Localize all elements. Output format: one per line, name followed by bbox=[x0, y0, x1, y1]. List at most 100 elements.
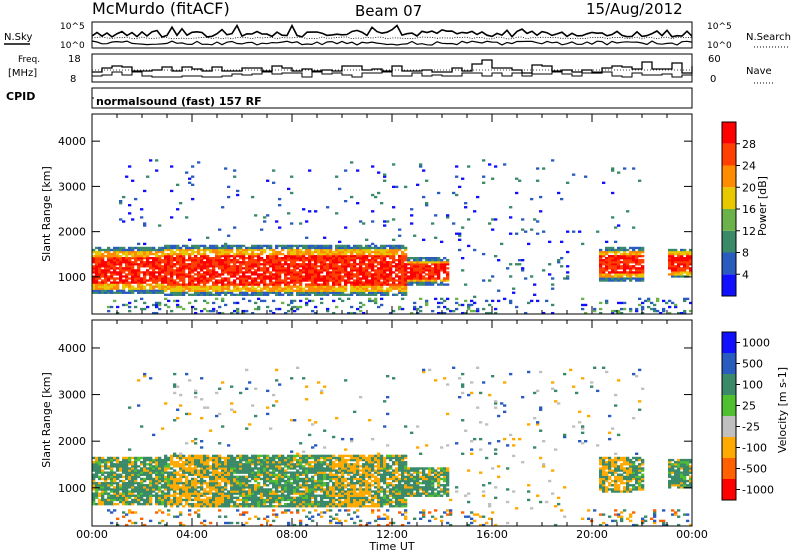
power-cell bbox=[362, 289, 366, 292]
power-cell bbox=[377, 267, 381, 270]
velocity-cell bbox=[221, 486, 225, 489]
power-cell bbox=[611, 267, 615, 270]
power-cell bbox=[308, 250, 312, 254]
power-cell bbox=[245, 250, 249, 254]
velocity-cell bbox=[305, 473, 309, 476]
power-cell bbox=[386, 220, 390, 223]
power-cell bbox=[356, 273, 360, 276]
power-cell bbox=[281, 263, 285, 266]
power-cell bbox=[389, 283, 393, 286]
power-cell bbox=[200, 265, 204, 268]
power-cell bbox=[365, 259, 369, 262]
velocity-cell bbox=[242, 488, 246, 491]
velocity-cell bbox=[308, 463, 312, 466]
power-cell bbox=[632, 246, 636, 250]
power-cell bbox=[623, 252, 627, 256]
velocity-cell bbox=[113, 465, 117, 468]
velocity-cell bbox=[179, 502, 183, 506]
power-cell bbox=[683, 267, 687, 270]
power-cell bbox=[119, 289, 123, 292]
power-cell bbox=[326, 269, 330, 272]
power-cell bbox=[425, 265, 429, 268]
power-cell bbox=[164, 265, 168, 268]
power-cell bbox=[362, 285, 366, 288]
power-cell bbox=[353, 246, 357, 250]
velocity-cell bbox=[254, 498, 258, 502]
velocity-cell bbox=[221, 492, 225, 495]
power-cell bbox=[683, 252, 687, 256]
velocity-cell bbox=[236, 469, 240, 472]
velocity-cell bbox=[221, 475, 225, 479]
power-cell bbox=[617, 311, 621, 315]
power-cell bbox=[368, 248, 372, 252]
velocity-cell bbox=[164, 502, 168, 506]
velocity-cell bbox=[104, 463, 108, 466]
power-cell bbox=[632, 277, 636, 280]
power-cell bbox=[197, 289, 201, 292]
velocity-cell bbox=[116, 458, 120, 462]
velocity-cell bbox=[101, 477, 105, 481]
velocity-cell bbox=[239, 460, 243, 464]
power-cell bbox=[275, 267, 279, 270]
velocity-cell bbox=[284, 481, 288, 485]
power-cell bbox=[143, 307, 147, 311]
velocity-cell bbox=[155, 473, 159, 476]
power-cell bbox=[632, 254, 636, 258]
power-cell bbox=[320, 291, 324, 294]
power-cell bbox=[278, 275, 282, 278]
velocity-cell bbox=[113, 456, 117, 460]
power-cell bbox=[119, 199, 123, 203]
velocity-cell bbox=[188, 465, 192, 468]
power-cell bbox=[377, 273, 381, 276]
power-cell bbox=[389, 269, 393, 272]
velocity-cell bbox=[215, 494, 219, 497]
power-cell bbox=[398, 307, 402, 311]
power-cell bbox=[212, 244, 216, 248]
power-cell bbox=[269, 289, 273, 292]
velocity-cell bbox=[110, 475, 114, 479]
velocity-cell bbox=[245, 521, 249, 525]
power-cell bbox=[95, 291, 99, 294]
velocity-cell bbox=[107, 477, 111, 481]
velocity-cell bbox=[197, 513, 201, 516]
power-cell bbox=[440, 279, 444, 282]
power-cell bbox=[296, 250, 300, 254]
power-cell bbox=[263, 275, 267, 278]
velocity-cell bbox=[293, 488, 297, 491]
velocity-cell bbox=[302, 479, 306, 483]
power-cell bbox=[257, 291, 261, 294]
power-cell bbox=[176, 183, 180, 187]
velocity-cell bbox=[110, 481, 114, 485]
power-ytick-label: 2000 bbox=[58, 226, 86, 239]
power-cell bbox=[158, 267, 162, 270]
power-cell bbox=[206, 256, 210, 260]
velocity-cell bbox=[173, 490, 177, 493]
power-cell bbox=[641, 254, 645, 258]
power-cell bbox=[200, 287, 204, 290]
power-cell bbox=[338, 277, 342, 280]
power-cell bbox=[383, 248, 387, 252]
power-cell bbox=[296, 259, 300, 262]
power-cell bbox=[302, 250, 306, 254]
velocity-cell bbox=[194, 463, 198, 466]
power-cell bbox=[662, 307, 666, 311]
power-cell bbox=[128, 246, 132, 250]
power-cell bbox=[320, 283, 324, 286]
velocity-cell bbox=[131, 498, 135, 502]
velocity-cell bbox=[113, 502, 117, 506]
power-cell bbox=[332, 265, 336, 268]
power-cell bbox=[377, 246, 381, 250]
velocity-cell bbox=[302, 456, 306, 460]
power-cell bbox=[359, 277, 363, 280]
velocity-cell bbox=[194, 479, 198, 483]
power-cell bbox=[302, 254, 306, 258]
power-cell bbox=[125, 273, 129, 276]
power-colorbar-tick: 8 bbox=[742, 247, 749, 260]
power-cell bbox=[218, 259, 222, 262]
power-cell bbox=[404, 259, 408, 262]
power-cell bbox=[386, 287, 390, 290]
velocity-cell bbox=[266, 454, 270, 458]
power-cell bbox=[218, 261, 222, 264]
power-cell bbox=[140, 259, 144, 262]
power-cell bbox=[305, 259, 309, 262]
